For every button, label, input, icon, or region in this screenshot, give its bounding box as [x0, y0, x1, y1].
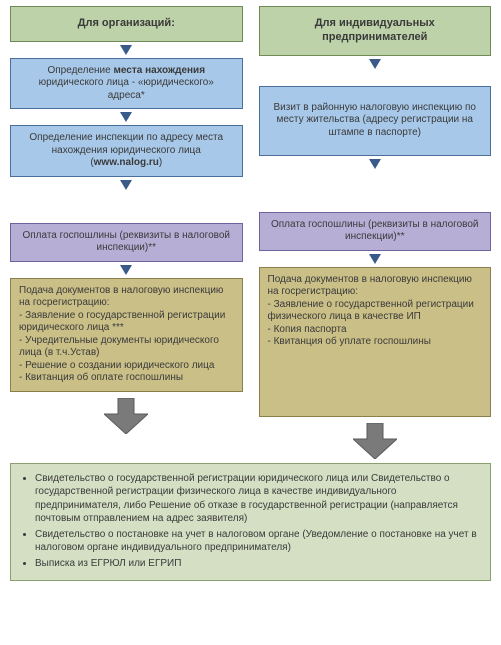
final-results-box: Свидетельство о государственной регистра…	[10, 463, 491, 582]
list-item: Копия паспорта	[268, 324, 483, 337]
ip-step-visit: Визит в районную налоговую инспекцию по …	[259, 86, 492, 156]
org-step-address-text: Определение места нахождения юридическог…	[39, 65, 214, 101]
columns-wrap: Для организаций: Определение места нахож…	[10, 6, 491, 463]
list-item: Заявление о государственной регистрации …	[268, 299, 483, 324]
list-item: Выписка из ЕГРЮЛ или ЕГРИП	[35, 557, 480, 571]
arrow-big-icon	[353, 423, 397, 459]
arrow-down-icon	[369, 59, 381, 69]
flowchart-root: Для организаций: Определение места нахож…	[0, 0, 501, 463]
list-item: Учредительные документы юридического лиц…	[19, 335, 234, 360]
arrow-big-icon	[104, 398, 148, 434]
list-item: Свидетельство о государственной регистра…	[35, 472, 480, 526]
final-results-list: Свидетельство о государственной регистра…	[17, 472, 480, 571]
ip-docs-list: Заявление о государственной регистрации …	[268, 299, 483, 349]
ip-header: Для индивидуальных предпринимателей	[259, 6, 492, 56]
list-item: Квитанция об оплате госпошлины	[19, 372, 234, 385]
org-step-inspection-text: Определение инспекции по адресу места на…	[29, 132, 223, 168]
column-organizations: Для организаций: Определение места нахож…	[10, 6, 243, 463]
org-step-address: Определение места нахождения юридическог…	[10, 58, 243, 110]
list-item: Квитанция об уплате госпошлины	[268, 336, 483, 349]
column-ip: Для индивидуальных предпринимателей Визи…	[259, 6, 492, 463]
org-docs-list: Заявление о государственной регистрации …	[19, 310, 234, 385]
arrow-down-icon	[120, 180, 132, 190]
list-item: Свидетельство о постановке на учет в нал…	[35, 528, 480, 555]
org-step-inspection: Определение инспекции по адресу места на…	[10, 125, 243, 177]
arrow-down-icon	[369, 254, 381, 264]
ip-docs-intro: Подача документов в налоговую инспекцию …	[268, 274, 483, 299]
list-item: Решение о создании юридического лица	[19, 360, 234, 373]
org-docs-box: Подача документов в налоговую инспекцию …	[10, 278, 243, 392]
list-item: Заявление о государственной регистрации …	[19, 310, 234, 335]
arrow-down-icon	[369, 159, 381, 169]
org-docs-intro: Подача документов в налоговую инспекцию …	[19, 285, 234, 310]
org-step-fee: Оплата госпошлины (реквизиты в налоговой…	[10, 223, 243, 262]
ip-step-fee: Оплата госпошлины (реквизиты в налоговой…	[259, 212, 492, 251]
org-header: Для организаций:	[10, 6, 243, 42]
ip-docs-box: Подача документов в налоговую инспекцию …	[259, 267, 492, 417]
arrow-down-icon	[120, 265, 132, 275]
arrow-down-icon	[120, 45, 132, 55]
arrow-down-icon	[120, 112, 132, 122]
